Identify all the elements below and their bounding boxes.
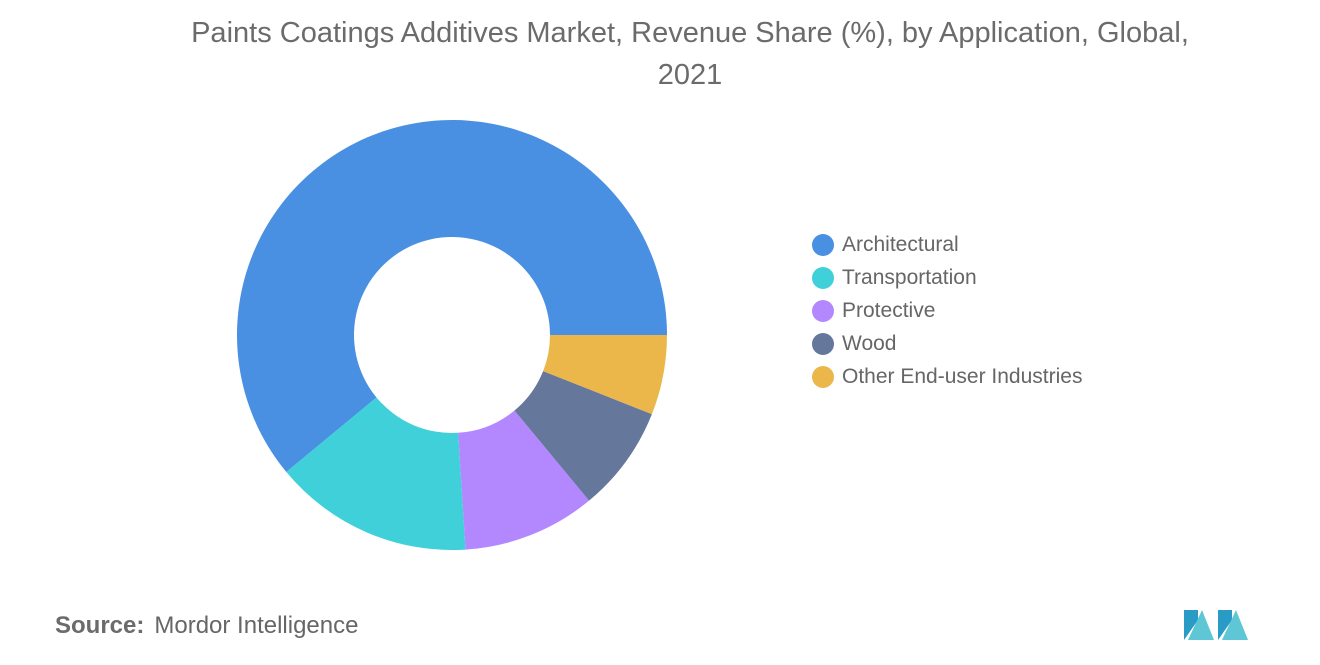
- legend-label: Protective: [842, 298, 936, 322]
- legend-swatch: [812, 299, 834, 322]
- legend-label: Transportation: [842, 265, 977, 289]
- source-note: Source: Mordor Intelligence: [55, 612, 358, 640]
- mordor-intelligence-logo-icon: [1184, 610, 1248, 640]
- legend-item-wood: Wood: [812, 327, 1082, 360]
- chart-title-line-2: 2021: [657, 59, 723, 91]
- donut-slice-other-end-user-industries: [543, 335, 667, 415]
- legend-swatch: [812, 365, 834, 388]
- legend-item-transportation: Transportation: [812, 261, 1082, 294]
- legend-swatch: [812, 233, 834, 256]
- donut-slice-transportation: [286, 397, 466, 550]
- legend-swatch: [812, 266, 834, 289]
- legend-label: Architectural: [842, 232, 959, 256]
- legend-item-protective: Protective: [812, 294, 1082, 327]
- donut-slice-architectural: [237, 120, 667, 473]
- legend-item-other-end-user-industries: Other End-user Industries: [812, 360, 1082, 393]
- legend-item-architectural: Architectural: [812, 228, 1082, 261]
- source-value: Mordor Intelligence: [154, 612, 359, 639]
- chart-title: Paints Coatings Additives Market, Revenu…: [0, 12, 1320, 96]
- source-label: Source:: [55, 612, 145, 639]
- chart-title-line-1: Paints Coatings Additives Market, Revenu…: [191, 17, 1189, 49]
- chart-legend: Architectural Transportation Protective …: [812, 228, 1082, 393]
- donut-slice-protective: [458, 410, 590, 550]
- legend-label: Wood: [842, 331, 897, 355]
- donut-slice-wood: [514, 371, 652, 501]
- legend-label: Other End-user Industries: [842, 364, 1083, 388]
- legend-swatch: [812, 332, 834, 355]
